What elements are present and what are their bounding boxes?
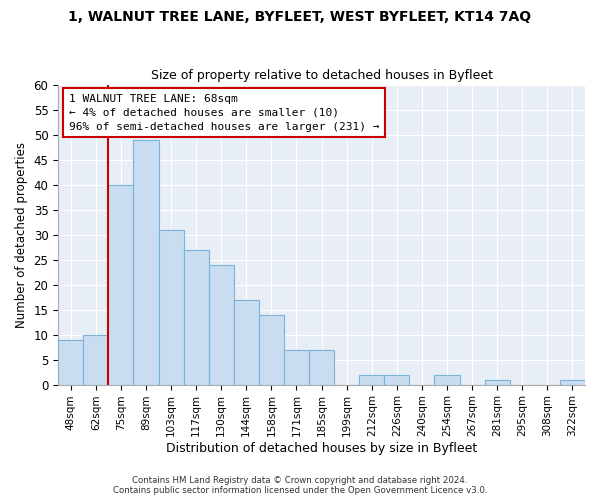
Bar (133, 140, 158, 384)
Bar (259, 314, 284, 384)
Bar (359, 374, 384, 384)
Text: 1, WALNUT TREE LANE, BYFLEET, WEST BYFLEET, KT14 7AQ: 1, WALNUT TREE LANE, BYFLEET, WEST BYFLE… (68, 10, 532, 24)
Bar (309, 350, 334, 384)
Bar (209, 264, 234, 384)
Bar (560, 380, 585, 384)
Bar (158, 230, 184, 384)
Bar (58, 340, 83, 384)
Text: Contains HM Land Registry data © Crown copyright and database right 2024.
Contai: Contains HM Land Registry data © Crown c… (113, 476, 487, 495)
Bar (109, 184, 133, 384)
Bar (83, 334, 109, 384)
X-axis label: Distribution of detached houses by size in Byfleet: Distribution of detached houses by size … (166, 442, 477, 455)
Y-axis label: Number of detached properties: Number of detached properties (15, 142, 28, 328)
Bar (434, 374, 460, 384)
Bar (485, 380, 510, 384)
Title: Size of property relative to detached houses in Byfleet: Size of property relative to detached ho… (151, 69, 493, 82)
Text: 1 WALNUT TREE LANE: 68sqm
← 4% of detached houses are smaller (10)
96% of semi-d: 1 WALNUT TREE LANE: 68sqm ← 4% of detach… (68, 94, 379, 132)
Bar (284, 350, 309, 384)
Bar (184, 250, 209, 384)
Bar (384, 374, 409, 384)
Bar (234, 300, 259, 384)
